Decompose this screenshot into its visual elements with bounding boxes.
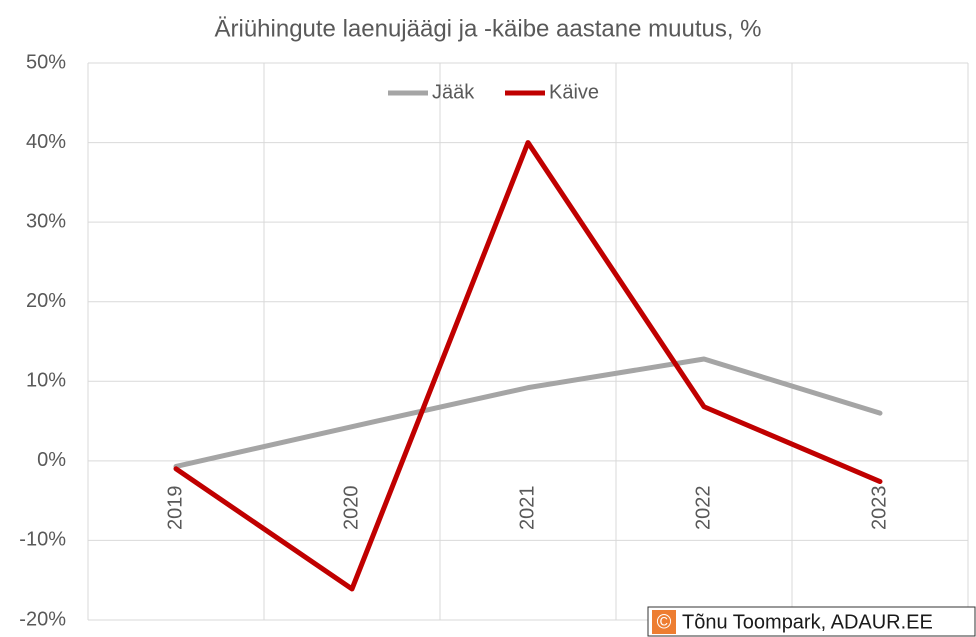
series-line (173, 140, 883, 592)
legend-label: Käive (549, 81, 599, 103)
y-tick-label: 0% (37, 449, 66, 471)
watermark: Tõnu Toompark, ADAUR.EE (682, 611, 933, 633)
series-line (173, 356, 883, 469)
watermark-icon (652, 610, 676, 634)
chart-title: Äriühingute laenujäägi ja -käibe aastane… (214, 15, 761, 42)
grid (87, 62, 969, 621)
x-tick-label: 2021 (516, 486, 538, 531)
x-tick-label: 2023 (868, 486, 890, 531)
y-tick-label: 30% (26, 210, 66, 232)
y-tick-label: 20% (26, 290, 66, 312)
x-tick-label: 2022 (692, 486, 714, 531)
y-tick-label: -10% (19, 529, 66, 551)
y-tick-label: 50% (26, 51, 66, 73)
watermark-box (647, 606, 976, 637)
y-tick-label: -20% (19, 608, 66, 630)
y-tick-label: 10% (26, 370, 66, 392)
legend-label: Jääk (432, 81, 475, 103)
y-tick-label: 40% (26, 131, 66, 153)
x-tick-label: 2019 (164, 486, 186, 531)
x-tick-label: 2020 (340, 486, 362, 531)
watermark-symbol: © (657, 611, 672, 633)
plot (173, 140, 883, 592)
